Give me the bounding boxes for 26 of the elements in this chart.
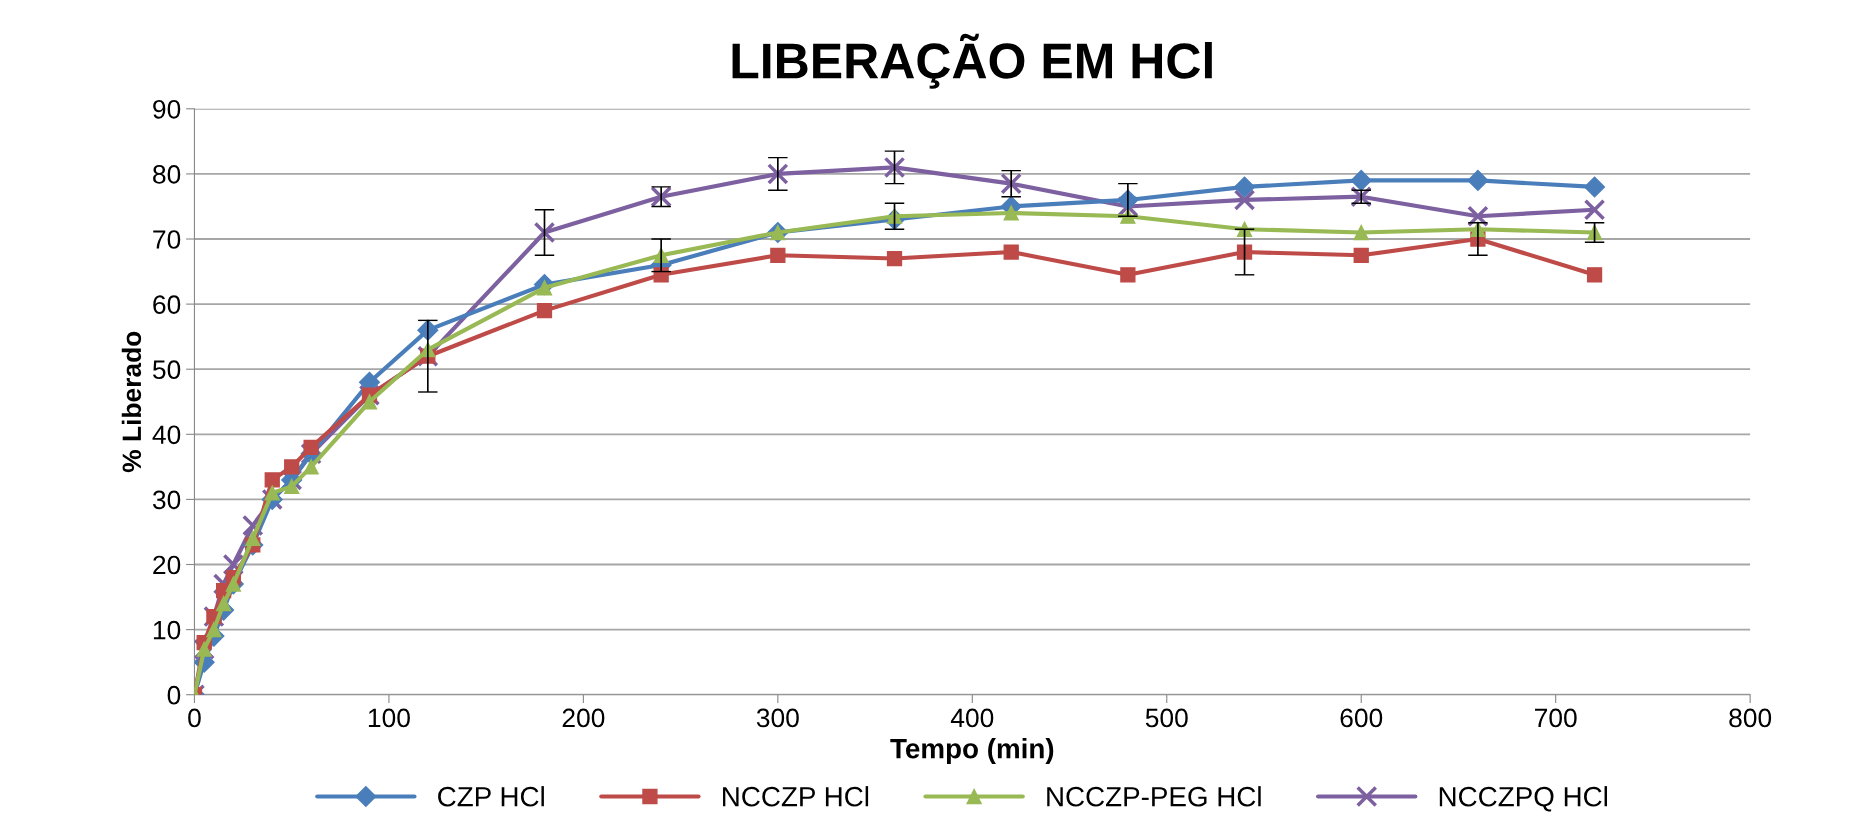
- y-axis-title: % Liberado: [121, 331, 142, 473]
- legend-label: CZP HCl: [438, 786, 544, 807]
- y-tick-label: 70: [153, 230, 181, 249]
- y-tick-label: 40: [152, 425, 181, 445]
- y-tick-label: 80: [153, 165, 181, 184]
- y-tick-label: 30: [152, 490, 181, 510]
- legend-label: NCCZP-PEG HCl: [1047, 786, 1261, 807]
- x-tick-label: 800: [1729, 708, 1772, 728]
- chart-title: LIBERAÇÃO EM HCl: [732, 33, 1212, 89]
- legend-label: NCCZPQ HCl: [1439, 786, 1607, 812]
- y-tick-label: 60: [153, 295, 181, 314]
- x-tick-label: 200: [562, 708, 605, 728]
- y-tick-label: 0: [167, 685, 181, 705]
- y-tick-label: 50: [152, 360, 181, 380]
- x-tick-label: 0: [188, 708, 201, 728]
- x-tick-label: 500: [1145, 708, 1188, 728]
- y-tick-label: 10: [153, 620, 181, 640]
- x-tick-label: 600: [1340, 708, 1383, 728]
- x-tick-label: 100: [368, 708, 410, 728]
- y-tick-label: 90: [153, 99, 181, 119]
- x-axis-title: Tempo (min): [890, 738, 1054, 764]
- x-tick-label: 700: [1535, 708, 1577, 728]
- legend-label: NCCZP HCl: [723, 786, 869, 807]
- x-tick-label: 400: [950, 708, 994, 728]
- x-tick-label: 300: [756, 708, 799, 728]
- y-tick-label: 20: [153, 555, 181, 575]
